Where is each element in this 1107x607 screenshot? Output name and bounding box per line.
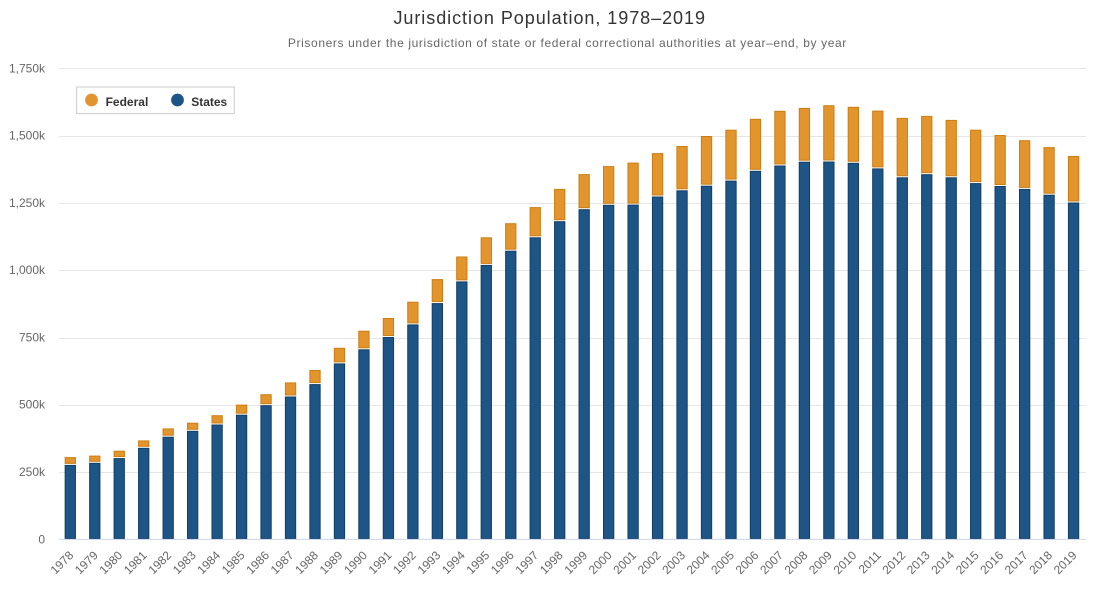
svg-text:500k: 500k <box>19 398 46 412</box>
svg-text:Federal: Federal <box>106 95 149 109</box>
svg-text:1,250k: 1,250k <box>9 196 46 210</box>
svg-text:250k: 250k <box>19 465 46 479</box>
svg-text:1,500k: 1,500k <box>9 129 46 143</box>
svg-text:Jurisdiction Population, 1978–: Jurisdiction Population, 1978–2019 <box>393 8 706 28</box>
svg-text:States: States <box>191 95 227 109</box>
svg-text:750k: 750k <box>19 331 46 345</box>
svg-text:Prisoners under the jurisdicti: Prisoners under the jurisdiction of stat… <box>288 36 847 50</box>
svg-text:0: 0 <box>38 532 45 546</box>
svg-text:1,000k: 1,000k <box>9 263 46 277</box>
svg-text:1,750k: 1,750k <box>9 61 46 75</box>
